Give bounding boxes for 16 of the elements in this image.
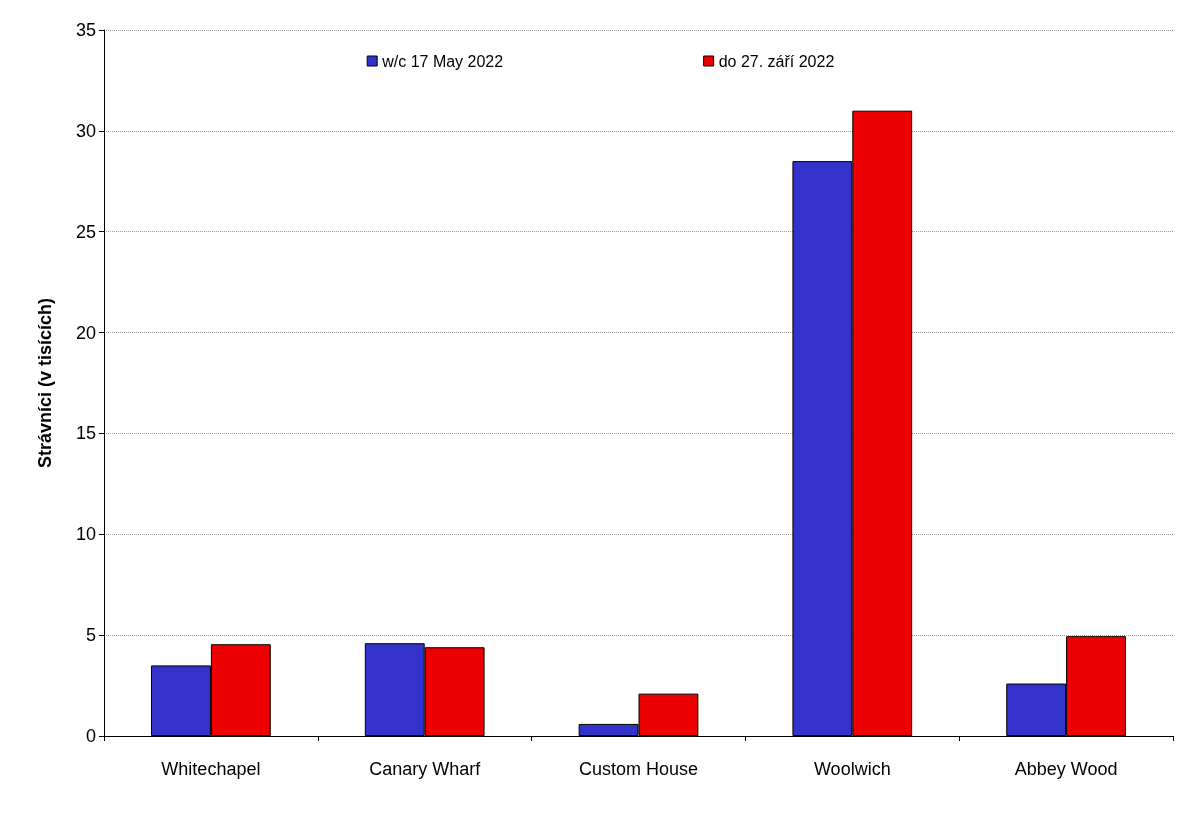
- y-tick-label: 20: [75, 322, 96, 343]
- legend-label: do 27. září 2022: [718, 52, 835, 70]
- x-tick-label: Canary Wharf: [369, 759, 482, 779]
- y-tick-label: 30: [75, 120, 96, 141]
- y-axis-title: Strávníci (v tisících): [35, 297, 55, 469]
- y-tick-label: 25: [75, 221, 96, 242]
- legend-label: w/c 17 May 2022: [381, 52, 504, 70]
- x-tick-label: Whitechapel: [161, 759, 261, 779]
- x-tick-label: Custom House: [578, 759, 699, 779]
- x-tick-label: Abbey Wood: [1014, 759, 1118, 779]
- y-tick-label: 0: [85, 726, 96, 746]
- y-tick-label: 5: [85, 625, 96, 646]
- y-tick-label: 15: [75, 423, 96, 444]
- y-tick-label: 35: [75, 20, 96, 40]
- y-tick-label: 10: [75, 524, 96, 545]
- x-tick-label: Woolwich: [813, 759, 891, 779]
